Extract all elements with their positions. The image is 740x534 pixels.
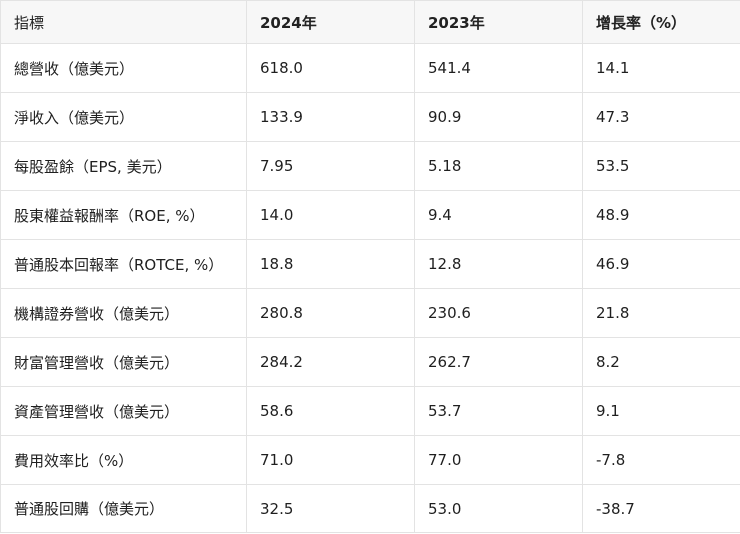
value-2024-cell: 7.95: [246, 141, 415, 191]
value-2023-cell: 230.6: [414, 288, 583, 338]
table-row: 費用效率比（%） 71.0 77.0 -7.8: [0, 435, 740, 485]
metric-name-cell: 普通股回購（億美元）: [0, 484, 247, 533]
value-2024-cell: 58.6: [246, 386, 415, 436]
value-2024-cell: 284.2: [246, 337, 415, 387]
value-2024-cell: 18.8: [246, 239, 415, 289]
table-row: 財富管理營收（億美元） 284.2 262.7 8.2: [0, 337, 740, 387]
value-2023-cell: 12.8: [414, 239, 583, 289]
value-2024-cell: 71.0: [246, 435, 415, 485]
metric-name-cell: 每股盈餘（EPS, 美元）: [0, 141, 247, 191]
value-2023-cell: 541.4: [414, 43, 583, 93]
header-metric: 指標: [0, 0, 247, 44]
metric-name-cell: 資產管理營收（億美元）: [0, 386, 247, 436]
header-row: 指標 2024年 2023年 增長率（%）: [0, 0, 740, 44]
value-2023-cell: 53.0: [414, 484, 583, 533]
value-2023-cell: 90.9: [414, 92, 583, 142]
growth-rate-cell: 14.1: [582, 43, 740, 93]
value-2024-cell: 133.9: [246, 92, 415, 142]
table-row: 普通股本回報率（ROTCE, %） 18.8 12.8 46.9: [0, 239, 740, 289]
header-2024: 2024年: [246, 0, 415, 44]
value-2024-cell: 14.0: [246, 190, 415, 240]
table-row: 淨收入（億美元） 133.9 90.9 47.3: [0, 92, 740, 142]
growth-rate-cell: -38.7: [582, 484, 740, 533]
metric-name-cell: 總營收（億美元）: [0, 43, 247, 93]
header-growth-rate: 增長率（%）: [582, 0, 740, 44]
table-row: 機構證券營收（億美元） 280.8 230.6 21.8: [0, 288, 740, 338]
value-2024-cell: 32.5: [246, 484, 415, 533]
value-2024-cell: 618.0: [246, 43, 415, 93]
growth-rate-cell: 53.5: [582, 141, 740, 191]
header-2023: 2023年: [414, 0, 583, 44]
table-row: 每股盈餘（EPS, 美元） 7.95 5.18 53.5: [0, 141, 740, 191]
table-row: 總營收（億美元） 618.0 541.4 14.1: [0, 43, 740, 93]
growth-rate-cell: 47.3: [582, 92, 740, 142]
metric-name-cell: 股東權益報酬率（ROE, %）: [0, 190, 247, 240]
table-row: 資產管理營收（億美元） 58.6 53.7 9.1: [0, 386, 740, 436]
growth-rate-cell: 8.2: [582, 337, 740, 387]
table-body: 總營收（億美元） 618.0 541.4 14.1 淨收入（億美元） 133.9…: [0, 43, 740, 533]
value-2023-cell: 9.4: [414, 190, 583, 240]
growth-rate-cell: 46.9: [582, 239, 740, 289]
metric-name-cell: 淨收入（億美元）: [0, 92, 247, 142]
value-2023-cell: 53.7: [414, 386, 583, 436]
value-2023-cell: 262.7: [414, 337, 583, 387]
value-2023-cell: 5.18: [414, 141, 583, 191]
table-row: 普通股回購（億美元） 32.5 53.0 -38.7: [0, 484, 740, 533]
metric-name-cell: 費用效率比（%）: [0, 435, 247, 485]
growth-rate-cell: 48.9: [582, 190, 740, 240]
metric-name-cell: 財富管理營收（億美元）: [0, 337, 247, 387]
metric-name-cell: 普通股本回報率（ROTCE, %）: [0, 239, 247, 289]
growth-rate-cell: -7.8: [582, 435, 740, 485]
table-header: 指標 2024年 2023年 增長率（%）: [0, 0, 740, 44]
table-row: 股東權益報酬率（ROE, %） 14.0 9.4 48.9: [0, 190, 740, 240]
growth-rate-cell: 21.8: [582, 288, 740, 338]
growth-rate-cell: 9.1: [582, 386, 740, 436]
metric-name-cell: 機構證券營收（億美元）: [0, 288, 247, 338]
value-2024-cell: 280.8: [246, 288, 415, 338]
value-2023-cell: 77.0: [414, 435, 583, 485]
